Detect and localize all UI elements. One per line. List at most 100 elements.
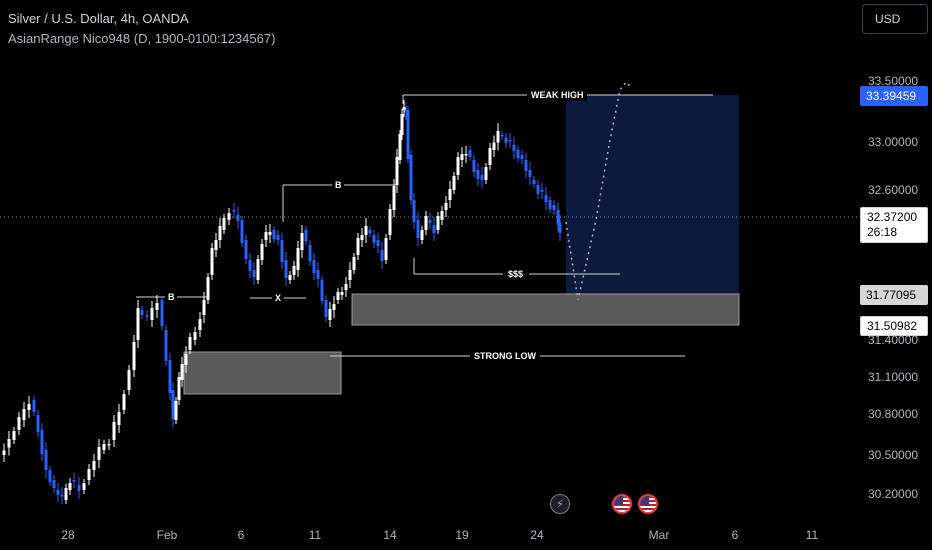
candle-down <box>520 155 524 159</box>
candle-down <box>164 330 168 361</box>
candle-down <box>516 150 520 158</box>
candle-up <box>452 176 456 190</box>
entry-price-tag: 31.77095 <box>860 285 928 305</box>
time-tick-label: 28 <box>61 528 75 542</box>
candle-down <box>380 250 384 261</box>
candle-up <box>117 412 121 425</box>
candle-down <box>556 210 560 225</box>
price-tick-label: 30.80000 <box>868 407 918 421</box>
candle-up <box>256 259 260 280</box>
candle-up <box>12 431 16 440</box>
candle-up <box>448 189 452 200</box>
candle-up <box>150 308 154 320</box>
candle-down <box>404 110 408 112</box>
flash-icon[interactable]: ⚡ <box>550 494 570 514</box>
time-tick-label: 6 <box>238 528 245 542</box>
candle-down <box>544 195 548 202</box>
us-flag-icon[interactable] <box>638 494 658 514</box>
candle-down <box>240 220 244 243</box>
candle-down <box>316 270 320 279</box>
candle-up <box>332 304 336 310</box>
candle-down <box>236 215 240 221</box>
candle-up <box>392 186 396 210</box>
price-tick-label: 33.50000 <box>868 74 918 88</box>
candle-down <box>376 240 380 246</box>
candle-up <box>68 483 72 490</box>
candle-up <box>198 319 202 330</box>
candle-down <box>160 300 164 326</box>
candle-down <box>168 360 172 393</box>
candle-up <box>388 209 392 235</box>
candle-up <box>122 394 126 410</box>
candle-down <box>536 185 540 194</box>
candle-up <box>107 444 111 446</box>
candle-down <box>72 480 76 482</box>
candle-up <box>97 447 101 460</box>
price-tick-label: 31.40000 <box>868 333 918 347</box>
candlestick-series <box>2 100 562 504</box>
time-tick-label: 11 <box>806 528 819 542</box>
candle-up <box>488 148 492 165</box>
candle-down <box>532 180 536 184</box>
candle-up <box>296 248 300 270</box>
candle-up <box>127 370 131 390</box>
bos-label-2: B <box>335 180 342 190</box>
candle-up <box>348 270 352 280</box>
candle-down <box>56 490 60 495</box>
candle-up <box>395 157 399 185</box>
candle-down <box>308 245 312 261</box>
demand-zone-upper <box>351 293 740 326</box>
candle-down <box>324 300 328 317</box>
candle-down <box>32 400 36 412</box>
projected-path <box>565 80 631 301</box>
candle-up <box>202 300 206 315</box>
currency-button[interactable]: USD <box>862 4 928 34</box>
candle-up <box>188 337 192 350</box>
candle-up <box>268 232 272 235</box>
candle-up <box>184 354 188 365</box>
candle-up <box>328 309 332 320</box>
time-tick-label: 24 <box>530 528 544 542</box>
candle-up <box>214 240 218 250</box>
candle-up <box>82 483 86 490</box>
liquidity-label: $$$ <box>508 269 523 279</box>
candle-up <box>210 248 214 275</box>
candle-down <box>558 222 562 233</box>
candle-down <box>36 415 40 432</box>
candle-up <box>436 216 440 230</box>
candle-up <box>340 292 344 295</box>
candle-up <box>227 213 231 220</box>
candle-down <box>284 260 288 278</box>
choch-label: X <box>275 293 281 303</box>
us-flag-icon[interactable] <box>612 494 632 514</box>
demand-zone-lower <box>183 351 342 395</box>
candle-up <box>64 488 68 500</box>
time-tick-label: Feb <box>157 528 178 542</box>
candle-down <box>304 230 308 241</box>
candle-up <box>292 266 296 275</box>
candle-up <box>344 284 348 290</box>
candle-down <box>280 240 284 262</box>
candle-up <box>364 226 368 235</box>
target-price-tag: 33.39459 <box>860 86 928 106</box>
candle-up <box>174 401 178 420</box>
candle-up <box>17 417 21 430</box>
candle-down <box>232 210 236 212</box>
candle-down <box>52 480 56 488</box>
candle-up <box>155 303 159 310</box>
candle-down <box>145 315 149 317</box>
candle-down <box>368 230 372 233</box>
candle-down <box>480 175 484 180</box>
candle-down <box>409 155 413 200</box>
candle-down <box>524 160 528 171</box>
candle-down <box>77 485 81 491</box>
price-tick-label: 30.50000 <box>868 448 918 462</box>
candle-up <box>193 332 197 340</box>
bar-countdown: 26:18 <box>867 225 898 239</box>
current-price-value: 32.37200 <box>867 210 918 224</box>
time-tick-label: 19 <box>455 528 469 542</box>
candle-up <box>206 277 210 300</box>
candle-down <box>548 200 552 209</box>
candle-down <box>171 390 175 419</box>
